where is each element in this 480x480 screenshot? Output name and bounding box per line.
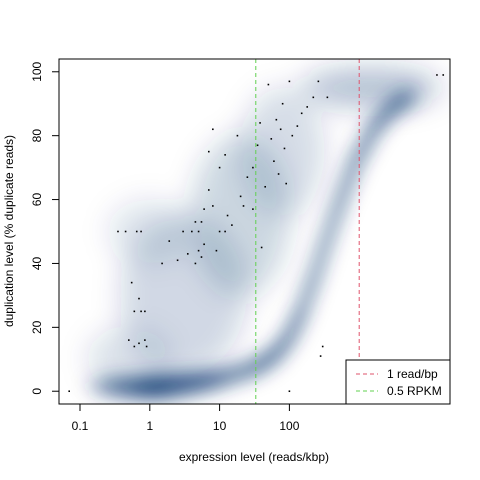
outlier-point (138, 297, 140, 300)
outlier-point (259, 122, 261, 124)
outlier-point (138, 342, 140, 345)
outlier-point (218, 166, 221, 169)
outlier-point (288, 80, 291, 83)
outlier-point (236, 134, 239, 137)
outlier-point (279, 128, 282, 131)
outlier-point (319, 355, 322, 357)
outlier-point (267, 83, 270, 86)
y-tick-label: 0 (30, 388, 44, 395)
outlier-point (124, 230, 127, 233)
outlier-point (130, 281, 133, 284)
outlier-point (252, 208, 254, 210)
outlier-point (283, 147, 286, 150)
outlier-point (285, 182, 288, 185)
outlier-point (281, 102, 284, 105)
y-axis: 0 20 40 60 80 100 (30, 61, 60, 395)
outlier-point (224, 230, 226, 233)
outlier-point (168, 240, 171, 242)
outlier-point (212, 128, 214, 131)
outlier-point (275, 118, 278, 121)
outlier-point (200, 221, 203, 223)
outlier-point (264, 185, 266, 188)
x-tick-label: 1 (146, 419, 153, 433)
outlier-point (277, 173, 280, 175)
outlier-point (203, 243, 205, 246)
outlier-point (200, 256, 203, 258)
y-tick-label: 20 (30, 320, 44, 334)
y-axis-title: duplication level (% duplicate reads) (2, 135, 16, 327)
y-tick-label: 80 (30, 129, 44, 143)
outlier-point (224, 154, 226, 156)
outlier-point (296, 125, 299, 127)
outlier-point (145, 345, 148, 348)
outlier-point (239, 195, 242, 198)
density-ridge-blob (400, 86, 420, 106)
density-layer (85, 68, 442, 400)
outlier-point (197, 230, 200, 233)
outlier-point (326, 96, 329, 99)
outlier-point (306, 106, 309, 108)
outlier-point (161, 262, 163, 265)
outlier-point (270, 138, 273, 140)
outlier-point (68, 390, 70, 393)
outlier-point (252, 166, 254, 169)
outlier-point (135, 230, 138, 233)
outlier-point (273, 160, 275, 163)
x-tick-label: 100 (279, 419, 299, 433)
outlier-point (144, 339, 146, 341)
outlier-point (242, 205, 245, 207)
y-tick-label: 60 (30, 193, 44, 207)
outlier-point (197, 249, 200, 252)
outlier-point (133, 345, 136, 348)
outlier-point (186, 253, 189, 255)
outlier-point (291, 134, 294, 137)
outlier-point (246, 176, 249, 178)
x-axis: 0.1 1 10 100 (72, 403, 300, 433)
outlier-point (194, 221, 197, 223)
outlier-point (312, 96, 315, 99)
y-tick-label: 40 (30, 256, 44, 270)
legend: 1 read/bp 0.5 RPKM (345, 359, 451, 405)
density-haze-blob (240, 87, 325, 216)
outlier-point (321, 345, 324, 348)
outlier-point (194, 262, 197, 265)
outlier-point (207, 150, 210, 153)
outlier-point (218, 230, 221, 233)
outlier-point (144, 310, 146, 313)
outlier-point (212, 205, 214, 207)
outlier-point (260, 246, 263, 249)
outlier-point (442, 74, 445, 76)
density-haze-blob (301, 68, 442, 107)
outlier-points (68, 74, 445, 393)
outlier-point (231, 224, 233, 226)
outlier-point (288, 390, 291, 393)
reference-lines (255, 59, 360, 404)
outlier-point (140, 230, 142, 233)
outlier-point (226, 214, 229, 217)
legend-box (345, 359, 451, 405)
outlier-point (215, 249, 218, 252)
outlier-point (256, 144, 259, 147)
outlier-point (317, 80, 320, 83)
outlier-point (203, 208, 205, 210)
outlier-point (117, 230, 119, 233)
outlier-point (191, 230, 193, 233)
x-axis-title: expression level (reads/kbp) (179, 450, 329, 464)
outlier-point (140, 310, 142, 313)
density-ridge (85, 86, 420, 400)
x-tick-label: 10 (213, 419, 227, 433)
y-tick-label: 100 (30, 61, 44, 81)
outlier-point (300, 112, 303, 115)
outlier-point (207, 189, 210, 191)
legend-label: 0.5 RPKM (387, 384, 442, 398)
outlier-point (436, 74, 438, 76)
legend-label: 1 read/bp (387, 367, 438, 381)
outlier-point (176, 259, 179, 262)
outlier-point (127, 339, 130, 341)
outlier-point (182, 230, 184, 233)
x-tick-label: 0.1 (72, 419, 89, 433)
density-haze-blob (107, 199, 192, 264)
outlier-point (133, 310, 136, 313)
